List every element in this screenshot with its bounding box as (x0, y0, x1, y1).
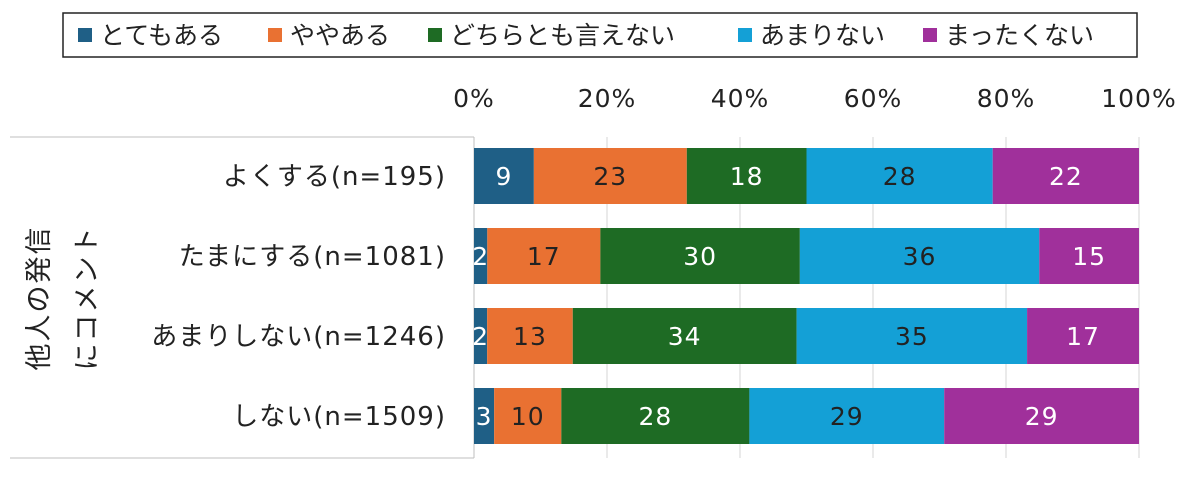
legend: とてもある ややある どちらとも言えない あまりない まったくない (62, 12, 1138, 58)
bar-segment (474, 148, 534, 204)
group-label-line-2: にコメント (72, 226, 103, 371)
data-label: 29 (830, 402, 864, 431)
data-label: 29 (1025, 402, 1059, 431)
bar-segment (600, 228, 800, 284)
bar-segment (474, 228, 488, 284)
legend-label: ややある (290, 21, 390, 50)
bar-segment (749, 388, 945, 444)
bar-segment (494, 388, 562, 444)
bar-segment (474, 388, 495, 444)
x-tick-label: 100% (1101, 84, 1176, 113)
bar-segment (944, 388, 1139, 444)
bar-segment (572, 308, 797, 364)
legend-label: とてもある (100, 21, 223, 50)
legend-label: あまりない (760, 21, 885, 50)
bar-segment (686, 148, 807, 204)
x-tick-label: 60% (844, 84, 903, 113)
x-axis-tick-labels: 0% 20% 40% 60% 80% 100% (453, 84, 1176, 113)
data-label: 15 (1072, 242, 1106, 271)
legend-swatch (268, 28, 282, 42)
bar-segment (474, 308, 488, 364)
bar-segment (487, 308, 573, 364)
category-label: しない(n=1509) (232, 402, 446, 432)
data-label: 35 (895, 322, 929, 351)
legend-swatch (923, 28, 937, 42)
data-label: 30 (683, 242, 717, 271)
data-label: 22 (1049, 162, 1083, 191)
x-tick-label: 80% (977, 84, 1036, 113)
data-label: 34 (668, 322, 702, 351)
bar-segment (1039, 228, 1139, 284)
data-label: 17 (527, 242, 561, 271)
legend-swatch (428, 28, 442, 42)
data-label: 13 (513, 322, 547, 351)
data-label: 28 (638, 402, 672, 431)
legend-swatch (738, 28, 752, 42)
bar-segment (487, 228, 601, 284)
data-label: 36 (903, 242, 937, 271)
legend-label: まったくない (945, 21, 1094, 50)
category-label: たまにする(n=1081) (179, 242, 446, 272)
legend-frame (62, 12, 1138, 58)
bar-segment (799, 228, 1040, 284)
bar-segment (992, 148, 1139, 204)
bar-segment (533, 148, 687, 204)
legend-swatch (78, 28, 92, 42)
group-label-line-1: 他人の発信 (24, 226, 55, 371)
data-label: 18 (730, 162, 764, 191)
category-label: よくする(n=195) (223, 162, 446, 192)
bar-segment (1027, 308, 1139, 364)
x-tick-label: 20% (578, 84, 637, 113)
data-label: 17 (1066, 322, 1100, 351)
category-labels: よくする(n=195) たまにする(n=1081) あまりしない(n=1246) しな… (151, 162, 446, 432)
data-label: 9 (495, 162, 512, 191)
data-label: 2 (472, 322, 489, 351)
data-label: 10 (511, 402, 545, 431)
bar-segment (561, 388, 750, 444)
data-label: 23 (593, 162, 627, 191)
data-label: 28 (883, 162, 917, 191)
data-label: 2 (472, 242, 489, 271)
data-label: 3 (476, 402, 493, 431)
legend-label: どちらとも言えない (450, 21, 675, 50)
category-label: あまりしない(n=1246) (151, 322, 446, 352)
x-tick-label: 0% (453, 84, 495, 113)
bars: 9 23 18 28 222 17 30 36 152 13 34 35 173 10 28 29 29 (472, 148, 1139, 444)
bar-segment (806, 148, 993, 204)
bar-segment (796, 308, 1028, 364)
x-tick-label: 40% (711, 84, 770, 113)
